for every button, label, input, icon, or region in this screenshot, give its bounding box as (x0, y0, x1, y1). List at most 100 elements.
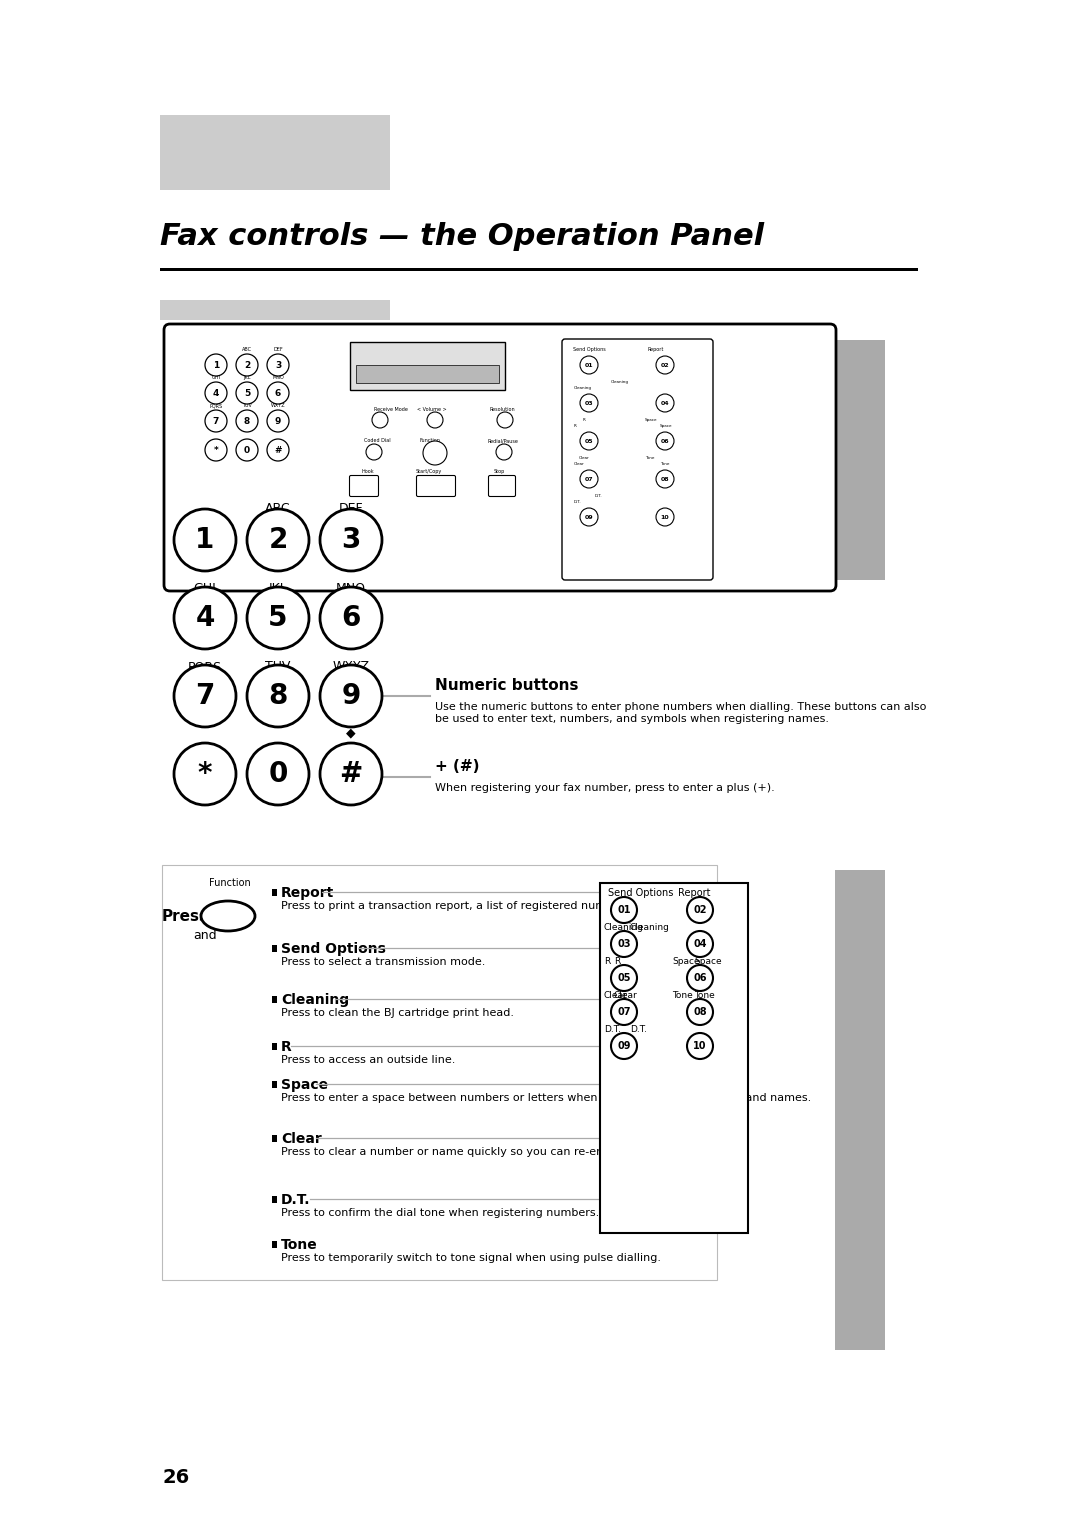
Bar (272, 889, 276, 895)
Circle shape (320, 509, 382, 571)
Bar (835, 341, 885, 581)
Text: 02: 02 (693, 905, 706, 915)
Circle shape (237, 382, 258, 403)
Circle shape (174, 743, 237, 805)
Bar (600, 883, 748, 1233)
Text: R: R (615, 957, 620, 966)
Text: Cleaning: Cleaning (630, 923, 670, 932)
Circle shape (611, 999, 637, 1025)
Circle shape (174, 509, 237, 571)
Text: 4: 4 (213, 388, 219, 397)
Bar (272, 1044, 276, 1050)
Text: Press to access an outside line.: Press to access an outside line. (281, 1054, 456, 1065)
Text: MNO: MNO (336, 582, 366, 594)
Circle shape (174, 587, 237, 649)
Text: Send Options: Send Options (573, 347, 606, 351)
Text: and: and (193, 929, 217, 941)
Text: + (#): + (#) (435, 759, 480, 775)
Text: Press: Press (162, 909, 208, 923)
Text: Press to enter a space between numbers or letters when you register fax numbers : Press to enter a space between numbers o… (281, 1093, 811, 1103)
Text: Redial/Pause: Redial/Pause (487, 439, 518, 443)
Text: Clear: Clear (615, 992, 638, 999)
Text: 8: 8 (268, 681, 287, 711)
Text: 26: 26 (162, 1468, 189, 1487)
Text: Press to select a transmission mode.: Press to select a transmission mode. (281, 957, 485, 967)
Text: < Volume >: < Volume > (417, 406, 447, 413)
Text: 05: 05 (618, 973, 631, 983)
Bar (160, 267, 918, 270)
Text: Tone: Tone (281, 1238, 318, 1251)
Text: Function: Function (210, 879, 251, 888)
Circle shape (656, 394, 674, 413)
Circle shape (267, 354, 289, 376)
Text: 7: 7 (195, 681, 215, 711)
Circle shape (687, 966, 713, 992)
Text: WXYZ: WXYZ (271, 403, 285, 408)
Text: 7: 7 (213, 417, 219, 425)
Text: 1: 1 (195, 526, 215, 555)
Text: 6: 6 (275, 388, 281, 397)
Circle shape (687, 897, 713, 923)
Text: Cleaning: Cleaning (604, 923, 644, 932)
Circle shape (366, 445, 382, 460)
Bar (272, 1080, 276, 1088)
Text: Receive Mode: Receive Mode (374, 406, 408, 413)
Text: 01: 01 (618, 905, 631, 915)
Text: ◆: ◆ (347, 726, 355, 740)
Text: Numeric buttons: Numeric buttons (435, 678, 579, 694)
Circle shape (611, 931, 637, 957)
Text: Report: Report (678, 888, 711, 898)
FancyBboxPatch shape (164, 324, 836, 591)
Circle shape (247, 587, 309, 649)
Text: WXYZ: WXYZ (333, 660, 369, 672)
Text: DEF: DEF (273, 347, 283, 351)
Text: Hook: Hook (362, 469, 375, 474)
Bar (162, 865, 717, 1280)
Text: Cleaning: Cleaning (281, 993, 349, 1007)
Text: 02: 02 (661, 362, 670, 368)
Circle shape (687, 1033, 713, 1059)
Circle shape (580, 432, 598, 451)
Text: Space: Space (645, 419, 658, 422)
Text: R: R (604, 957, 610, 966)
Circle shape (320, 743, 382, 805)
Text: 07: 07 (584, 477, 593, 481)
Text: Press to confirm the dial tone when registering numbers.: Press to confirm the dial tone when regi… (281, 1209, 599, 1218)
Text: 0: 0 (268, 759, 287, 788)
Text: JKL: JKL (243, 374, 251, 380)
Circle shape (580, 507, 598, 526)
Text: DEF: DEF (339, 503, 363, 515)
FancyBboxPatch shape (562, 339, 713, 581)
Circle shape (497, 413, 513, 428)
Circle shape (656, 471, 674, 487)
Text: Tone: Tone (694, 992, 715, 999)
Bar (160, 299, 390, 319)
Bar (356, 365, 499, 384)
Text: Space: Space (672, 957, 700, 966)
Text: PQRS: PQRS (210, 403, 222, 408)
Circle shape (205, 382, 227, 403)
Ellipse shape (201, 902, 255, 931)
Text: 5: 5 (268, 604, 287, 633)
Circle shape (237, 410, 258, 432)
Text: Use the numeric buttons to enter phone numbers when dialling. These buttons can : Use the numeric buttons to enter phone n… (435, 701, 927, 724)
Text: ABC: ABC (242, 347, 252, 351)
Circle shape (267, 410, 289, 432)
Circle shape (205, 410, 227, 432)
Text: 03: 03 (618, 940, 631, 949)
Text: JKL: JKL (269, 582, 287, 594)
Text: Tone: Tone (645, 455, 654, 460)
Bar (350, 342, 505, 390)
Circle shape (247, 509, 309, 571)
Text: Report: Report (647, 347, 663, 351)
Bar (190, 585, 220, 636)
Text: GHI: GHI (212, 374, 220, 380)
Text: ☏: ☏ (357, 481, 370, 490)
Text: 2: 2 (244, 361, 251, 370)
Text: 3: 3 (341, 526, 361, 555)
FancyBboxPatch shape (350, 475, 378, 497)
Circle shape (656, 432, 674, 451)
Bar (835, 869, 885, 1351)
Text: 5: 5 (244, 388, 251, 397)
Circle shape (320, 665, 382, 727)
